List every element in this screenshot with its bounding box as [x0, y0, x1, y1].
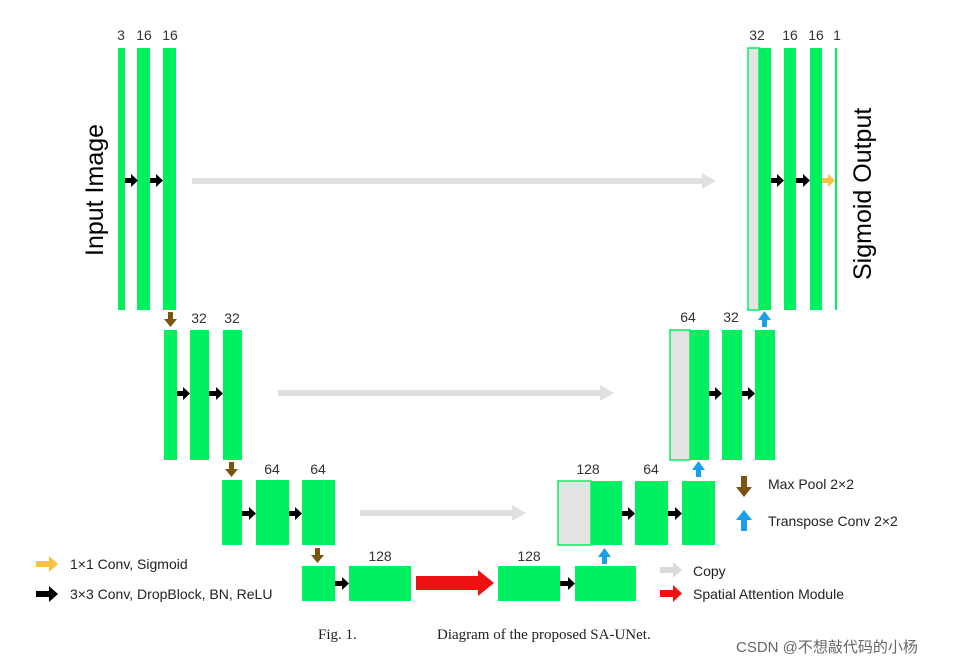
- transpose-conv-arrow: [692, 461, 705, 477]
- conv-arrow: [289, 507, 302, 520]
- copy-arrow-level1: [192, 173, 716, 189]
- copy-block-dec2: [669, 329, 691, 461]
- copy-arrow-level3: [360, 505, 526, 521]
- block-dec1-output: [835, 48, 837, 310]
- block-bottleneck-4: [575, 566, 636, 601]
- block-enc1-3: [163, 48, 176, 310]
- channel-label: 32: [224, 310, 240, 326]
- conv-arrow: [709, 387, 722, 400]
- decoder-level2: 64 32: [669, 309, 775, 461]
- block-enc3-2: [256, 480, 289, 545]
- channel-label: 32: [749, 27, 765, 43]
- sigmoid-output-label: Sigmoid Output: [849, 108, 877, 280]
- block-enc2-2: [190, 330, 209, 460]
- maxpool-arrow: [225, 462, 238, 477]
- legend-sigmoid-arrow: [36, 556, 58, 572]
- block-dec1-3: [810, 48, 822, 310]
- encoder-level3: 64 64: [222, 461, 335, 545]
- conv-arrow: [771, 174, 784, 187]
- block-dec3-3: [682, 481, 715, 545]
- encoder-level2: 32 32: [164, 310, 242, 460]
- legend-copy-label: Copy: [693, 563, 726, 579]
- conv-arrow: [209, 387, 223, 400]
- legend-maxpool-arrow: [736, 476, 752, 497]
- legend-maxpool-label: Max Pool 2×2: [768, 476, 854, 492]
- watermark: CSDN @不想敲代码的小杨: [736, 639, 918, 656]
- copy-arrows: [192, 173, 716, 521]
- sigmoid-arrow: [822, 174, 835, 187]
- conv-arrow: [177, 387, 190, 400]
- block-bottleneck-2: [349, 566, 411, 601]
- conv-arrow: [668, 507, 682, 520]
- block-dec2-1: [690, 330, 709, 460]
- block-enc3-3: [302, 480, 335, 545]
- maxpool-arrow: [311, 548, 324, 563]
- transpose-conv-arrow: [598, 548, 611, 564]
- legend-transpose-label: Transpose Conv 2×2: [768, 513, 898, 529]
- channel-label: 3: [117, 27, 125, 43]
- conv-arrow: [742, 387, 755, 400]
- decoder-level1: 32 16 16 1: [747, 27, 841, 311]
- copy-arrow-level2: [278, 385, 614, 401]
- copy-block-dec3: [557, 480, 592, 546]
- channel-label: 64: [264, 461, 280, 477]
- channel-label: 64: [680, 309, 696, 325]
- channel-label: 128: [368, 548, 392, 564]
- conv-arrow: [242, 507, 256, 520]
- legend: 1×1 Conv, Sigmoid 3×3 Conv, DropBlock, B…: [36, 476, 898, 602]
- block-dec2-3: [755, 330, 775, 460]
- conv-arrow: [335, 577, 349, 590]
- channel-label: 32: [191, 310, 207, 326]
- legend-conv3x3-label: 3×3 Conv, DropBlock, BN, ReLU: [70, 586, 272, 602]
- block-enc2-3: [223, 330, 242, 460]
- legend-sam-label: Spatial Attention Module: [693, 586, 844, 602]
- block-enc1-1: [118, 48, 125, 310]
- channel-label: 16: [136, 27, 152, 43]
- encoder-level1: 3 16 16: [117, 27, 178, 310]
- legend-transpose-arrow: [736, 510, 752, 531]
- legend-attention-arrow: [660, 585, 682, 602]
- legend-copy-arrow: [660, 562, 682, 578]
- conv-arrow: [796, 174, 810, 187]
- block-enc1-2: [137, 48, 150, 310]
- transpose-conv-arrow: [758, 311, 771, 327]
- block-enc3-1: [222, 480, 242, 545]
- channel-label: 16: [162, 27, 178, 43]
- channel-label: 128: [517, 548, 541, 564]
- input-image-label: Input Image: [81, 124, 109, 256]
- block-dec3-1: [591, 481, 622, 545]
- channel-label: 64: [643, 461, 659, 477]
- conv-arrow: [622, 507, 635, 520]
- channel-label: 16: [808, 27, 824, 43]
- conv-arrow: [560, 577, 575, 590]
- figure-caption: Diagram of the proposed SA-UNet.: [437, 627, 651, 643]
- figure-number: Fig. 1.: [318, 627, 357, 643]
- block-dec1-2: [784, 48, 796, 310]
- channel-label: 32: [723, 309, 739, 325]
- decoder-level3: 128 64: [557, 461, 715, 546]
- channel-label: 64: [310, 461, 326, 477]
- maxpool-arrow: [164, 312, 177, 327]
- legend-conv1x1-label: 1×1 Conv, Sigmoid: [70, 556, 188, 572]
- conv-arrow: [150, 174, 163, 187]
- block-dec3-2: [635, 481, 668, 545]
- bottleneck: 128 128: [302, 548, 636, 601]
- spatial-attention-arrow: [416, 570, 494, 596]
- channel-label: 1: [833, 27, 841, 43]
- legend-conv-arrow: [36, 586, 58, 602]
- block-dec2-2: [722, 330, 742, 460]
- block-bottleneck-3: [498, 566, 560, 601]
- block-enc2-1: [164, 330, 177, 460]
- block-bottleneck-1: [302, 566, 335, 601]
- block-dec1-1: [759, 48, 771, 310]
- conv-arrow: [125, 174, 138, 187]
- channel-label: 128: [576, 461, 600, 477]
- copy-block-dec1: [747, 47, 760, 311]
- channel-label: 16: [782, 27, 798, 43]
